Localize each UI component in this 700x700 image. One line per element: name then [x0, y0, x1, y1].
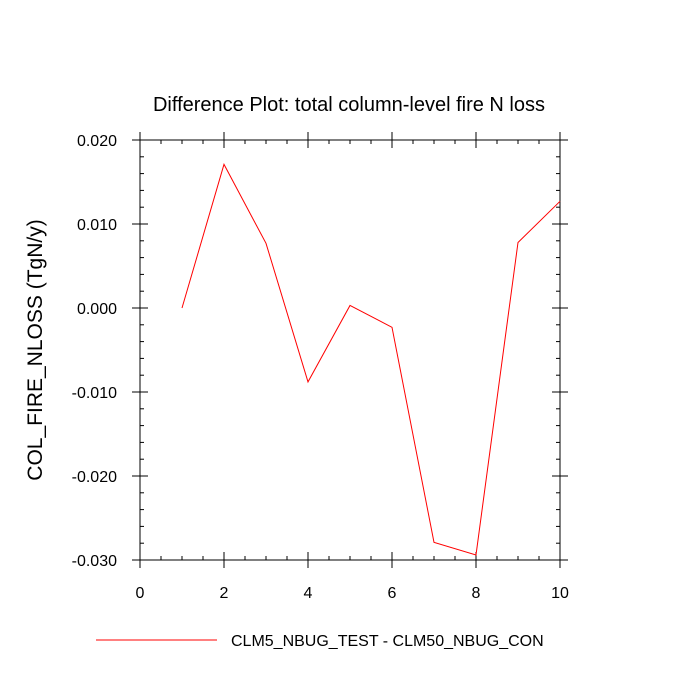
- chart-title: Difference Plot: total column-level fire…: [153, 94, 545, 116]
- y-tick-label: -0.020: [72, 469, 117, 486]
- x-tick-label: 0: [136, 585, 145, 602]
- series-lines: [181, 163, 561, 556]
- y-tick-label: -0.010: [72, 385, 117, 402]
- plot-frame: [139, 139, 561, 561]
- x-tick-label: 2: [220, 585, 229, 602]
- y-axis-ticks: -0.030 -0.020 -0.010 0.000 0.010 0.020: [72, 133, 568, 570]
- y-tick-label: 0.000: [77, 301, 117, 318]
- x-tick-label: 4: [304, 585, 313, 602]
- x-axis-ticks: 0 2 4 6 8 10: [136, 132, 569, 602]
- legend-label: CLM5_NBUG_TEST - CLM50_NBUG_CON: [231, 633, 544, 650]
- x-tick-label: 10: [551, 585, 569, 602]
- x-tick-label: 8: [472, 585, 481, 602]
- y-tick-label: 0.010: [77, 217, 117, 234]
- y-axis-label: COL_FIRE_NLOSS (TgN/y): [24, 219, 47, 480]
- series-line: [181, 163, 561, 556]
- legend: CLM5_NBUG_TEST - CLM50_NBUG_CON: [96, 633, 544, 650]
- plot-border: [139, 139, 561, 561]
- minor-ticks: [139, 139, 561, 561]
- y-tick-label: 0.020: [77, 133, 117, 150]
- x-tick-label: 6: [388, 585, 397, 602]
- y-tick-label: -0.030: [72, 553, 117, 570]
